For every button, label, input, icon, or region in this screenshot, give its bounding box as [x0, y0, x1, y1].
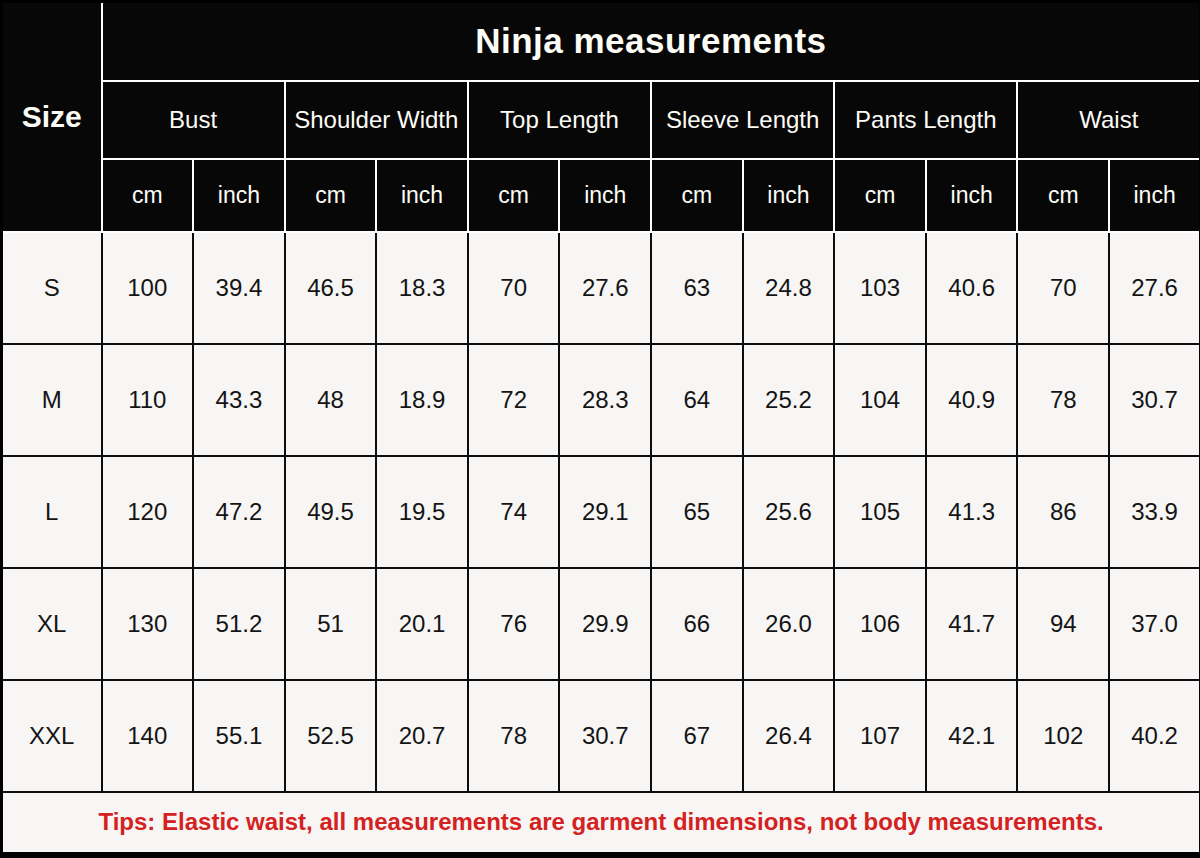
table-cell: 70: [1017, 232, 1109, 344]
table-cell: 70: [468, 232, 560, 344]
table-cell: 41.3: [926, 456, 1018, 568]
table-cell: 52.5: [285, 680, 377, 792]
row-size-label: M: [2, 344, 102, 456]
unit-header: cm: [1017, 159, 1109, 232]
table-cell: 30.7: [1109, 344, 1200, 456]
table-cell: 25.2: [743, 344, 835, 456]
table-cell: 27.6: [559, 232, 651, 344]
table-cell: 49.5: [285, 456, 377, 568]
table-cell: 19.5: [376, 456, 468, 568]
row-size-label: S: [2, 232, 102, 344]
table-cell: 29.9: [559, 568, 651, 680]
table-cell: 55.1: [193, 680, 285, 792]
table-cell: 100: [102, 232, 194, 344]
table-cell: 40.2: [1109, 680, 1200, 792]
unit-header: inch: [743, 159, 835, 232]
table-cell: 25.6: [743, 456, 835, 568]
table-cell: 107: [834, 680, 926, 792]
unit-header: inch: [193, 159, 285, 232]
table-cell: 67: [651, 680, 743, 792]
table-cell: 86: [1017, 456, 1109, 568]
unit-header: inch: [926, 159, 1018, 232]
table-cell: 64: [651, 344, 743, 456]
table-cell: 74: [468, 456, 560, 568]
table-cell: 18.9: [376, 344, 468, 456]
table-cell: 18.3: [376, 232, 468, 344]
column-header-waist: Waist: [1017, 81, 1200, 159]
table-row-s: S 100 39.4 46.5 18.3 70 27.6 63 24.8 103…: [2, 232, 1200, 344]
table-cell: 43.3: [193, 344, 285, 456]
size-chart-table: Size Ninja measurements Bust Shoulder Wi…: [0, 0, 1200, 858]
table-cell: 51.2: [193, 568, 285, 680]
table-cell: 72: [468, 344, 560, 456]
table-cell: 37.0: [1109, 568, 1200, 680]
table-cell: 24.8: [743, 232, 835, 344]
table-cell: 66: [651, 568, 743, 680]
table-cell: 30.7: [559, 680, 651, 792]
chart-title: Ninja measurements: [102, 2, 1200, 81]
unit-header: cm: [102, 159, 194, 232]
table-row-xl: XL 130 51.2 51 20.1 76 29.9 66 26.0 106 …: [2, 568, 1200, 680]
table-cell: 20.7: [376, 680, 468, 792]
unit-header: cm: [834, 159, 926, 232]
table-cell: 140: [102, 680, 194, 792]
row-size-label: XL: [2, 568, 102, 680]
table-cell: 29.1: [559, 456, 651, 568]
unit-header: cm: [651, 159, 743, 232]
table-cell: 41.7: [926, 568, 1018, 680]
table-cell: 26.4: [743, 680, 835, 792]
table-cell: 47.2: [193, 456, 285, 568]
row-size-label: L: [2, 456, 102, 568]
table-cell: 65: [651, 456, 743, 568]
table-cell: 130: [102, 568, 194, 680]
table-cell: 42.1: [926, 680, 1018, 792]
table-cell: 63: [651, 232, 743, 344]
table-cell: 120: [102, 456, 194, 568]
table-cell: 51: [285, 568, 377, 680]
table-cell: 102: [1017, 680, 1109, 792]
table-cell: 28.3: [559, 344, 651, 456]
column-header-sleeve-length: Sleeve Length: [651, 81, 834, 159]
table-cell: 20.1: [376, 568, 468, 680]
column-header-shoulder-width: Shoulder Width: [285, 81, 468, 159]
table-cell: 104: [834, 344, 926, 456]
table-cell: 76: [468, 568, 560, 680]
unit-header: cm: [285, 159, 377, 232]
unit-header: inch: [376, 159, 468, 232]
column-header-pants-length: Pants Length: [834, 81, 1017, 159]
table-cell: 94: [1017, 568, 1109, 680]
table-cell: 46.5: [285, 232, 377, 344]
column-header-top-length: Top Length: [468, 81, 651, 159]
table-cell: 105: [834, 456, 926, 568]
unit-header: inch: [1109, 159, 1200, 232]
size-column-header: Size: [2, 2, 102, 233]
table-cell: 48: [285, 344, 377, 456]
row-size-label: XXL: [2, 680, 102, 792]
table-cell: 27.6: [1109, 232, 1200, 344]
table-cell: 39.4: [193, 232, 285, 344]
table-cell: 40.9: [926, 344, 1018, 456]
table-cell: 106: [834, 568, 926, 680]
unit-header: cm: [468, 159, 560, 232]
unit-header: inch: [559, 159, 651, 232]
table-cell: 78: [468, 680, 560, 792]
table-row-xxl: XXL 140 55.1 52.5 20.7 78 30.7 67 26.4 1…: [2, 680, 1200, 792]
table-row-l: L 120 47.2 49.5 19.5 74 29.1 65 25.6 105…: [2, 456, 1200, 568]
table-cell: 78: [1017, 344, 1109, 456]
tips-footnote: Tips: Elastic waist, all measurements ar…: [2, 792, 1200, 855]
table-cell: 40.6: [926, 232, 1018, 344]
table-cell: 33.9: [1109, 456, 1200, 568]
table-cell: 103: [834, 232, 926, 344]
column-header-bust: Bust: [102, 81, 285, 159]
table-cell: 26.0: [743, 568, 835, 680]
table-cell: 110: [102, 344, 194, 456]
table-row-m: M 110 43.3 48 18.9 72 28.3 64 25.2 104 4…: [2, 344, 1200, 456]
